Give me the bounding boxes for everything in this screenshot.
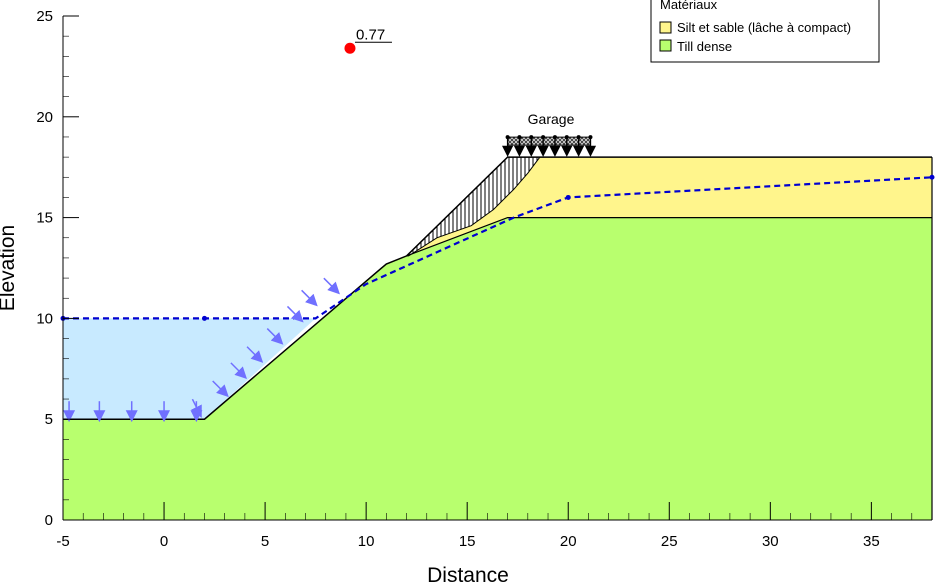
legend-swatch-till bbox=[659, 39, 672, 52]
x-tick-label: 35 bbox=[863, 533, 880, 550]
legend-item-silt: Silt et sable (lâche à compact) bbox=[677, 20, 851, 35]
water-pressure-arrow bbox=[266, 328, 284, 345]
water-pressure-arrow bbox=[230, 362, 248, 379]
x-axis-title: Distance bbox=[427, 564, 509, 587]
factor-of-safety-label: 0.77 bbox=[356, 26, 385, 43]
slip-center-dot bbox=[344, 42, 356, 54]
y-tick-label: 25 bbox=[36, 8, 53, 25]
x-tick-label: 5 bbox=[261, 533, 269, 550]
x-tick-label: -5 bbox=[56, 533, 69, 550]
surcharge-node bbox=[552, 135, 557, 140]
piezometric-point bbox=[565, 194, 571, 200]
surcharge-node bbox=[541, 135, 546, 140]
x-tick-label: 10 bbox=[358, 533, 375, 550]
material-regions bbox=[63, 156, 933, 520]
legend-item-till: Till dense bbox=[677, 39, 732, 54]
y-axis-title: Elevation bbox=[0, 225, 19, 311]
till-region bbox=[63, 217, 932, 520]
surcharge-node bbox=[529, 135, 534, 140]
x-tick-label: 30 bbox=[762, 533, 779, 550]
garage-label: Garage bbox=[528, 111, 575, 127]
water-region bbox=[63, 318, 316, 420]
piezometric-point bbox=[929, 174, 935, 180]
surcharge-node bbox=[576, 135, 581, 140]
y-tick-label: 10 bbox=[36, 310, 53, 327]
silt-region bbox=[406, 157, 933, 256]
water-pressure-arrow bbox=[286, 305, 304, 323]
x-tick-label: 20 bbox=[560, 533, 577, 550]
y-tick-label: 5 bbox=[45, 411, 53, 428]
legend-box bbox=[650, 0, 880, 63]
legend-title: Matériaux bbox=[660, 0, 718, 12]
garage-surcharge: Garage bbox=[502, 111, 597, 157]
surcharge-node bbox=[588, 135, 593, 140]
legend: Matériaux Silt et sable (lâche à compact… bbox=[650, 0, 880, 63]
boundary-lines bbox=[60, 156, 935, 520]
x-tick-label: 0 bbox=[160, 533, 168, 550]
y-tick-label: 0 bbox=[45, 512, 53, 529]
factor-of-safety-marker: 0.77 bbox=[344, 26, 392, 54]
x-tick-label: 25 bbox=[661, 533, 678, 550]
water-pressure-arrow bbox=[212, 380, 229, 398]
piezometric-point bbox=[201, 315, 207, 321]
surcharge-node bbox=[517, 135, 522, 140]
material-boundary bbox=[406, 217, 932, 257]
water-pressure-arrow bbox=[191, 398, 202, 418]
water-pressure-arrow bbox=[301, 289, 318, 307]
y-tick-label: 15 bbox=[36, 210, 53, 227]
surcharge-node bbox=[505, 135, 510, 140]
water-pressure-arrow bbox=[246, 346, 264, 363]
ground-surface bbox=[63, 156, 932, 420]
x-tick-label: 15 bbox=[459, 533, 476, 550]
water-pressure-arrow bbox=[323, 277, 340, 295]
y-tick-label: 20 bbox=[36, 109, 53, 126]
surcharge-node bbox=[564, 135, 569, 140]
legend-swatch-silt bbox=[659, 21, 672, 34]
water-load-arrows bbox=[63, 277, 340, 423]
